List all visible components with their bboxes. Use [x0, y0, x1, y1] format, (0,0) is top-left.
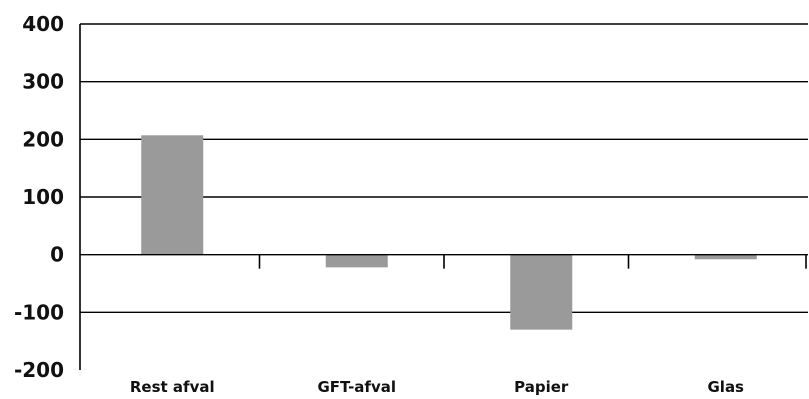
category-label: GFT-afval	[317, 378, 396, 396]
bar	[325, 254, 388, 268]
y-tick-label: -100	[14, 300, 64, 324]
bar	[694, 254, 757, 260]
category-label: Rest afval	[130, 378, 215, 396]
y-tick-label: 100	[22, 185, 64, 209]
bar	[510, 254, 573, 330]
category-label: Papier	[514, 378, 569, 396]
bars	[141, 135, 757, 330]
y-tick-labels: 400 300 200 100 0 -100 -200	[14, 12, 64, 382]
x-tick-marks	[258, 254, 807, 269]
y-tick-label: 400	[22, 12, 64, 36]
y-tick-label: 200	[22, 127, 64, 151]
category-label: Glas	[707, 378, 744, 396]
bar	[141, 135, 204, 255]
y-tick-label: 0	[50, 243, 64, 267]
y-tick-label: 300	[22, 70, 64, 94]
y-tick-label: -200	[14, 358, 64, 382]
category-labels: Rest afval GFT-afval Papier Glas	[130, 378, 744, 396]
